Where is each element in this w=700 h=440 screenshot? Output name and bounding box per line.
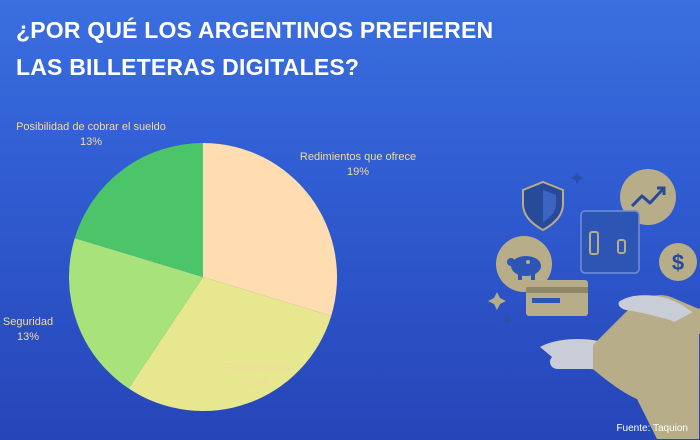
sparkle-icon	[488, 292, 506, 310]
pie-slice-posibilidad	[74, 143, 204, 277]
pie-slices	[68, 143, 338, 412]
slice-label-seguridad: Seguridad 13%	[0, 315, 98, 345]
slice-label-value: 13%	[16, 331, 40, 343]
slice-label-rendimientos: Redimientos que ofrece 19%	[268, 150, 448, 180]
sparkle-icon	[571, 172, 583, 184]
pie-slice-seguridad	[68, 238, 203, 389]
piggy-bank-icon	[496, 236, 552, 292]
pie-slice-funciamiento	[128, 277, 332, 412]
dollar-coin-icon: $	[659, 243, 697, 281]
finance-illustration: $	[488, 169, 700, 439]
chart-title-line-1: ¿POR QUÉ LOS ARGENTINOS PREFIEREN	[16, 17, 494, 43]
slice-label-value: 19%	[346, 166, 370, 178]
credit-card-icon	[526, 280, 588, 316]
pie-slice-rendimientos	[203, 143, 338, 316]
sparkle-icon	[501, 314, 513, 326]
slice-label-value: 19%	[245, 377, 269, 389]
slice-label-name: Funciamiento	[223, 362, 291, 374]
slice-label-value: 13%	[79, 136, 103, 148]
phone-icon	[580, 210, 640, 274]
slice-label-posibilidad: Posibilidad de cobrar el sueldo 13%	[0, 120, 182, 150]
chart-title-line-2: LAS BILLETERAS DIGITALES?	[16, 54, 360, 80]
chart-title: ¿POR QUÉ LOS ARGENTINOS PREFIEREN LAS BI…	[16, 12, 576, 86]
hand-icon	[618, 295, 700, 334]
slice-label-funciamiento: Funciamiento 19%	[167, 361, 347, 391]
slice-label-name: Posibilidad de cobrar el sueldo	[16, 121, 166, 133]
shield-icon	[522, 180, 564, 232]
source-note: Fuente: Taquion	[616, 423, 688, 434]
slice-label-name: Seguridad	[2, 316, 54, 328]
svg-text:$: $	[672, 250, 684, 275]
slice-label-name: Redimientos que ofrece	[299, 151, 417, 163]
